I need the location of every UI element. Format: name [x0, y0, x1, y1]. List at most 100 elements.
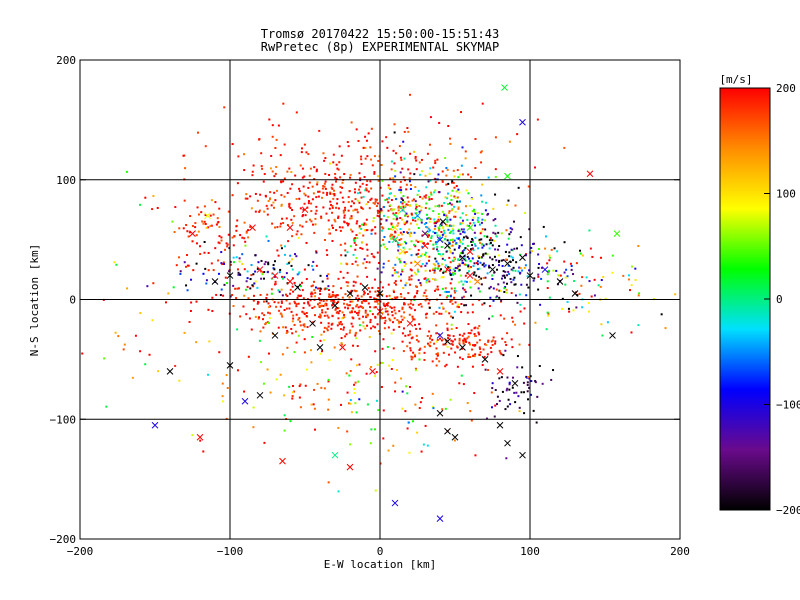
data-point-dot — [417, 227, 420, 230]
data-point-dot — [267, 261, 270, 264]
data-point-dot — [299, 324, 302, 327]
data-point-dot — [189, 215, 192, 218]
data-point-dot — [566, 300, 569, 303]
data-point-dot — [179, 272, 182, 275]
data-point-dot — [260, 271, 263, 274]
data-point-dot — [289, 187, 292, 190]
data-point-dot — [400, 158, 403, 161]
data-point-dot — [229, 263, 232, 266]
data-point-dot — [395, 198, 398, 201]
data-point-dot — [437, 220, 440, 223]
data-point-dot — [481, 303, 484, 306]
data-point-cross — [556, 278, 564, 285]
data-point-dot — [364, 327, 367, 330]
data-point-dot — [428, 196, 431, 199]
data-point-dot — [347, 145, 350, 148]
data-point-dot — [326, 329, 329, 332]
data-point-dot — [353, 289, 356, 292]
data-point-dot — [470, 329, 473, 332]
data-point-dot — [387, 186, 390, 189]
data-point-dot — [416, 290, 419, 293]
data-point-dot — [350, 411, 353, 414]
data-point-dot — [396, 256, 399, 259]
data-point-dot — [472, 265, 475, 268]
data-point-dot — [435, 364, 438, 367]
data-point-dot — [494, 340, 497, 343]
data-point-dot — [341, 296, 344, 299]
data-point-dot — [207, 251, 210, 254]
data-point-dot — [438, 234, 441, 237]
data-point-dot — [228, 247, 231, 250]
data-point-dot — [575, 262, 578, 265]
data-point-dot — [495, 259, 498, 262]
data-point-dot — [458, 333, 461, 336]
data-point-dot — [139, 203, 142, 206]
data-point-dot — [553, 247, 556, 250]
data-point-dot — [413, 309, 416, 312]
data-point-dot — [249, 287, 252, 290]
data-point-dot — [537, 253, 540, 256]
data-point-dot — [502, 270, 505, 273]
data-point-dot — [433, 342, 436, 345]
data-point-dot — [301, 167, 304, 170]
data-point-dot — [323, 185, 326, 188]
data-point-dot — [229, 295, 232, 298]
data-point-dot — [352, 280, 355, 283]
data-point-dot — [257, 300, 260, 303]
data-point-dot — [264, 195, 267, 198]
data-point-dot — [491, 264, 494, 267]
data-point-dot — [156, 206, 159, 209]
data-point-dot — [191, 240, 194, 243]
data-point-dot — [421, 262, 424, 265]
data-point-dot — [478, 238, 481, 241]
data-point-dot — [286, 294, 289, 297]
data-point-dot — [394, 263, 397, 266]
data-point-dot — [429, 341, 432, 344]
data-point-dot — [329, 192, 332, 195]
data-point-dot — [494, 168, 497, 171]
data-point-dot — [293, 351, 296, 354]
data-point-dot — [444, 196, 447, 199]
data-point-dot — [349, 329, 352, 332]
data-point-dot — [407, 334, 410, 337]
data-point-dot — [432, 243, 435, 246]
data-point-dot — [467, 192, 470, 195]
data-point-dot — [280, 181, 283, 184]
data-point-dot — [430, 237, 433, 240]
data-point-dot — [285, 272, 288, 275]
data-point-dot — [334, 220, 337, 223]
data-point-dot — [570, 268, 573, 271]
data-point-dot — [525, 283, 528, 286]
data-point-dot — [459, 356, 462, 359]
data-point-cross — [466, 248, 474, 255]
data-point-dot — [548, 296, 551, 299]
data-point-dot — [426, 152, 429, 155]
data-point-dot — [290, 258, 293, 261]
data-point-dot — [316, 181, 319, 184]
data-point-dot — [349, 176, 352, 179]
data-point-dot — [627, 274, 630, 277]
data-point-dot — [434, 279, 437, 282]
data-point-dot — [366, 292, 369, 295]
data-point-dot — [271, 170, 274, 173]
data-point-dot — [381, 293, 384, 296]
data-point-dot — [185, 224, 188, 227]
data-point-dot — [341, 186, 344, 189]
data-point-cross — [496, 367, 504, 375]
data-point-dot — [341, 343, 344, 346]
data-point-dot — [254, 280, 257, 283]
data-point-dot — [424, 299, 427, 302]
data-point-dot — [279, 312, 282, 315]
data-point-dot — [311, 335, 314, 338]
data-point-dot — [394, 390, 397, 393]
data-point-dot — [472, 221, 475, 224]
data-point-dot — [358, 188, 361, 191]
data-point-dot — [597, 284, 600, 287]
data-point-dot — [473, 335, 476, 338]
data-point-dot — [312, 192, 315, 195]
data-point-dot — [326, 191, 329, 194]
data-point-dot — [356, 303, 359, 306]
data-point-dot — [414, 155, 417, 158]
data-point-dot — [418, 204, 421, 207]
data-point-dot — [572, 309, 575, 312]
